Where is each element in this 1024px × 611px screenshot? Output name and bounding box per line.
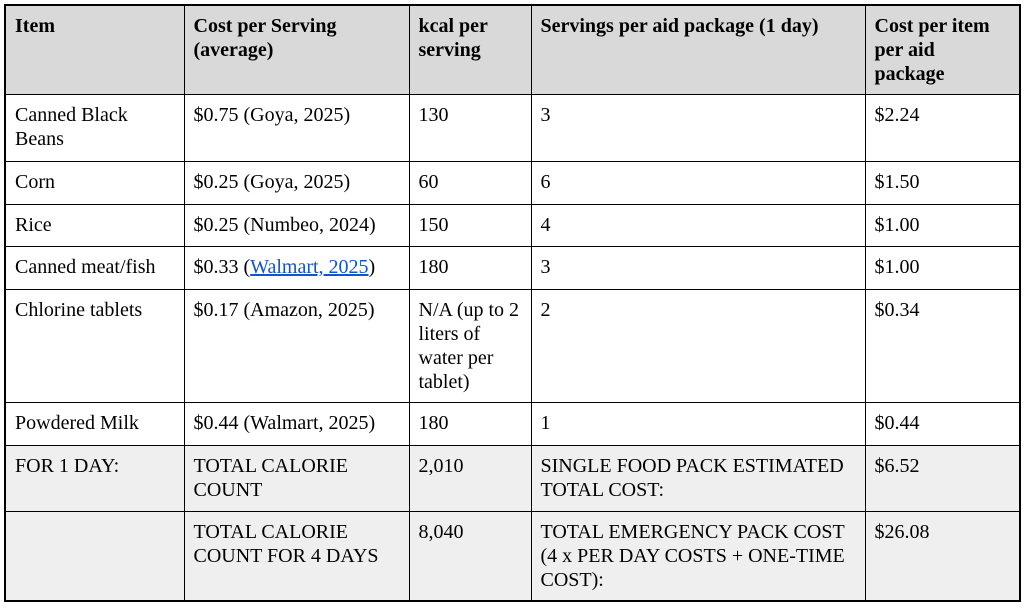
cell-total-calorie-value: 2,010	[408, 445, 532, 512]
cell-emergency-pack-cost-value: $26.08	[864, 511, 1021, 602]
cell-kcal: 150	[408, 204, 532, 247]
cell-item: Canned Black Beans	[4, 94, 185, 162]
table-row-canned-black-beans: Canned Black Beans $0.75 (Goya, 2025) 13…	[4, 94, 1021, 162]
header-row: Item Cost per Serving (average) kcal per…	[4, 4, 1021, 95]
link-suffix: )	[368, 256, 376, 278]
cell-kcal: N/A (up to 2 liters of water per tablet)	[408, 289, 532, 403]
link-prefix: $0.33 (	[193, 256, 251, 278]
cell-total-cost-value: $6.52	[864, 445, 1021, 512]
cell-total-calorie-4days-label: TOTAL CALORIE COUNT FOR 4 DAYS	[183, 511, 410, 602]
cell-cost-per-package: $1.00	[864, 204, 1021, 247]
cell-servings: 4	[530, 204, 866, 247]
cell-cost-per-serving: $0.33 (Walmart, 2025)	[183, 246, 410, 290]
cell-cost-per-package: $0.34	[864, 289, 1021, 403]
cell-kcal: 180	[408, 246, 532, 290]
cell-cost-per-serving: $0.25 (Numbeo, 2024)	[183, 204, 410, 247]
cell-total-calorie-label: TOTAL CALORIE COUNT	[183, 445, 410, 512]
cell-cost-per-serving: $0.75 (Goya, 2025)	[183, 94, 410, 162]
cell-item: Chlorine tablets	[4, 289, 185, 403]
cell-servings: 1	[530, 402, 866, 446]
table-row-corn: Corn $0.25 (Goya, 2025) 60 6 $1.50	[4, 161, 1021, 205]
cell-servings: 3	[530, 94, 866, 162]
cell-cost-per-package: $1.00	[864, 246, 1021, 290]
totals-row-1-day: FOR 1 DAY: TOTAL CALORIE COUNT 2,010 SIN…	[4, 445, 1021, 512]
cell-cost-per-package: $1.50	[864, 161, 1021, 205]
table-row-powdered-milk: Powdered Milk $0.44 (Walmart, 2025) 180 …	[4, 402, 1021, 446]
table-row-rice: Rice $0.25 (Numbeo, 2024) 150 4 $1.00	[4, 204, 1021, 247]
aid-package-cost-table: Item Cost per Serving (average) kcal per…	[4, 4, 1021, 602]
cell-item: Corn	[4, 161, 185, 205]
cell-kcal: 180	[408, 402, 532, 446]
table-row-chlorine-tablets: Chlorine tablets $0.17 (Amazon, 2025) N/…	[4, 289, 1021, 403]
cell-kcal: 130	[408, 94, 532, 162]
cell-total-calorie-4days-value: 8,040	[408, 511, 532, 602]
cell-emergency-pack-cost-label: TOTAL EMERGENCY PACK COST (4 x PER DAY C…	[530, 511, 866, 602]
cell-cost-per-serving: $0.44 (Walmart, 2025)	[183, 402, 410, 446]
cell-servings: 6	[530, 161, 866, 205]
table-row-canned-meat-fish: Canned meat/fish $0.33 (Walmart, 2025) 1…	[4, 246, 1021, 290]
cell-totals-label-empty	[4, 511, 185, 602]
cell-cost-per-package: $2.24	[864, 94, 1021, 162]
col-header-cost-per-item-per-package: Cost per item per aid package	[864, 4, 1021, 95]
totals-row-4-days: TOTAL CALORIE COUNT FOR 4 DAYS 8,040 TOT…	[4, 511, 1021, 602]
col-header-item: Item	[4, 4, 185, 95]
cell-servings: 3	[530, 246, 866, 290]
cell-cost-per-package: $0.44	[864, 402, 1021, 446]
cell-total-cost-label: SINGLE FOOD PACK ESTIMATED TOTAL COST:	[530, 445, 866, 512]
col-header-servings-per-package: Servings per aid package (1 day)	[530, 4, 866, 95]
walmart-source-link[interactable]: Walmart, 2025	[250, 256, 369, 278]
cell-cost-per-serving: $0.25 (Goya, 2025)	[183, 161, 410, 205]
cell-item: Powdered Milk	[4, 402, 185, 446]
cell-item: Canned meat/fish	[4, 246, 185, 290]
cell-cost-per-serving: $0.17 (Amazon, 2025)	[183, 289, 410, 403]
col-header-cost-per-serving: Cost per Serving (average)	[183, 4, 410, 95]
cell-totals-label: FOR 1 DAY:	[4, 445, 185, 512]
cell-servings: 2	[530, 289, 866, 403]
cell-item: Rice	[4, 204, 185, 247]
cell-kcal: 60	[408, 161, 532, 205]
col-header-kcal-per-serving: kcal per serving	[408, 4, 532, 95]
